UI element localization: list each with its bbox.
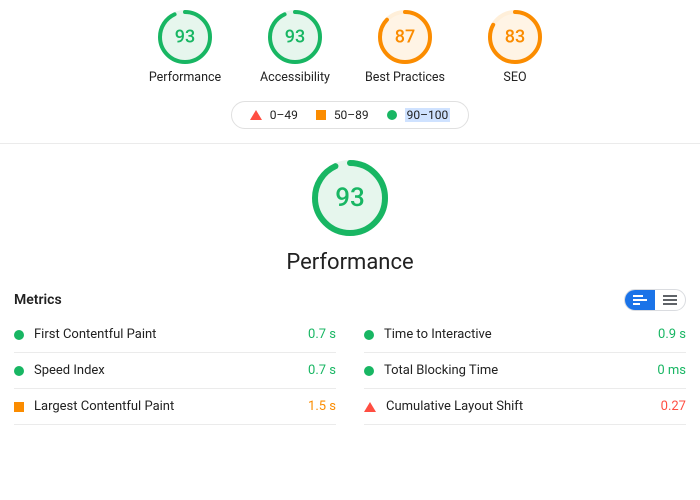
legend-range-text: 90–100: [405, 108, 451, 122]
category-gauge-performance[interactable]: 93 Performance: [142, 10, 228, 85]
svg-text:87: 87: [395, 27, 415, 48]
legend-item-bad: 0–49: [250, 108, 298, 122]
metric-row[interactable]: Largest Contentful Paint 1.5 s: [14, 389, 336, 425]
metrics-header: Metrics: [0, 275, 700, 317]
metric-name: Time to Interactive: [384, 327, 492, 342]
view-toggle-compact-button[interactable]: [655, 290, 685, 310]
metric-value: 0 ms: [657, 363, 686, 378]
legend-range-text: 0–49: [270, 108, 298, 122]
svg-text:93: 93: [285, 27, 305, 48]
metric-value: 1.5 s: [308, 399, 336, 414]
performance-section: 93 Performance: [0, 160, 700, 275]
metric-row[interactable]: Total Blocking Time 0 ms: [364, 353, 686, 389]
metrics-grid: First Contentful Paint 0.7 s Speed Index 0.…: [0, 317, 700, 433]
svg-text:93: 93: [175, 27, 195, 48]
compact-view-icon: [662, 294, 678, 306]
category-gauge-accessibility[interactable]: 93 Accessibility: [252, 10, 338, 85]
metrics-column-left: First Contentful Paint 0.7 s Speed Index 0.…: [14, 317, 336, 425]
svg-text:93: 93: [335, 183, 365, 213]
svg-text:83: 83: [505, 27, 525, 48]
view-toggle-expanded-button[interactable]: [625, 290, 655, 310]
metric-name: Largest Contentful Paint: [34, 399, 174, 414]
expanded-view-icon: [632, 294, 648, 306]
legend-range-text: 50–89: [334, 108, 369, 122]
metric-row[interactable]: Time to Interactive 0.9 s: [364, 317, 686, 353]
gauge-label: Best Practices: [365, 70, 445, 85]
gauge-label: SEO: [503, 70, 526, 85]
metric-name: Cumulative Layout Shift: [386, 399, 523, 414]
metrics-view-toggle[interactable]: [624, 289, 686, 311]
category-gauges-row: 93 Performance 93 Accessibility 87 Best …: [0, 0, 700, 85]
gauge-label: Accessibility: [260, 70, 330, 85]
performance-gauge-large: 93: [0, 160, 700, 240]
category-gauge-best-practices[interactable]: 87 Best Practices: [362, 10, 448, 85]
score-legend: 0–49 50–89 90–100: [231, 101, 470, 129]
metric-name: Speed Index: [34, 363, 105, 378]
metric-value: 0.7 s: [308, 363, 336, 378]
metric-value: 0.27: [661, 399, 686, 414]
metric-value: 0.7 s: [308, 327, 336, 342]
metric-name: Total Blocking Time: [384, 363, 498, 378]
metric-row[interactable]: Speed Index 0.7 s: [14, 353, 336, 389]
legend-item-good: 90–100: [387, 108, 451, 122]
gauge-label: Performance: [149, 70, 221, 85]
category-gauge-seo[interactable]: 83 SEO: [472, 10, 558, 85]
legend-item-mid: 50–89: [316, 108, 369, 122]
metric-row[interactable]: First Contentful Paint 0.7 s: [14, 317, 336, 353]
performance-section-title: Performance: [0, 250, 700, 275]
metric-name: First Contentful Paint: [34, 327, 156, 342]
section-divider: [0, 143, 700, 144]
metrics-heading: Metrics: [14, 292, 62, 308]
metrics-column-right: Time to Interactive 0.9 s Total Blocking T…: [364, 317, 686, 425]
metric-value: 0.9 s: [658, 327, 686, 342]
metric-row[interactable]: Cumulative Layout Shift 0.27: [364, 389, 686, 425]
